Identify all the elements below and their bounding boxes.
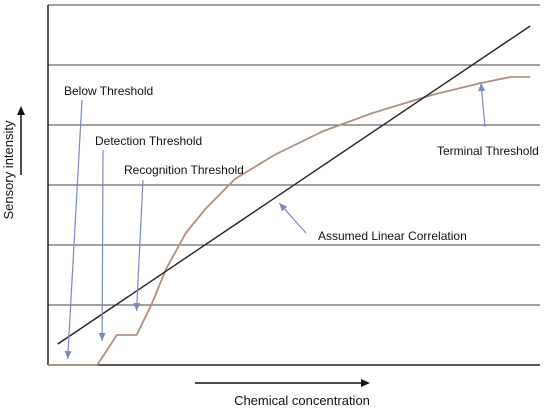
annotation-arrowhead-terminal-threshold [478,83,486,92]
annotation-label-assumed-linear-correlation: Assumed Linear Correlation [318,229,467,243]
y-axis-title: Sensory intensity [1,120,16,219]
annotation-label-below-threshold: Below Threshold [64,84,153,98]
annotation-arrow-below-threshold [67,99,83,360]
x-axis-title-arrowhead [361,379,370,387]
series-line-linear-correlation [57,25,531,345]
annotation-arrow-detection-threshold [101,149,104,342]
annotation-arrowhead-detection-threshold [98,332,106,341]
y-axis-title-arrowhead [17,106,25,115]
x-axis-title: Chemical concentration [234,393,370,408]
annotation-arrow-recognition-threshold [135,179,144,312]
annotation-arrowhead-below-threshold [64,350,72,359]
series-line-sensory-response [48,76,531,366]
series-layer [48,25,531,366]
annotation-arrowhead-recognition-threshold [133,302,141,311]
annotation-label-detection-threshold: Detection Threshold [95,134,202,148]
annotation-label-recognition-threshold: Recognition Threshold [124,163,244,177]
annotation-layer [64,82,486,360]
annotation-arrowhead-assumed-linear-correlation [279,203,288,212]
annotation-label-terminal-threshold: Terminal Threshold [437,144,539,158]
